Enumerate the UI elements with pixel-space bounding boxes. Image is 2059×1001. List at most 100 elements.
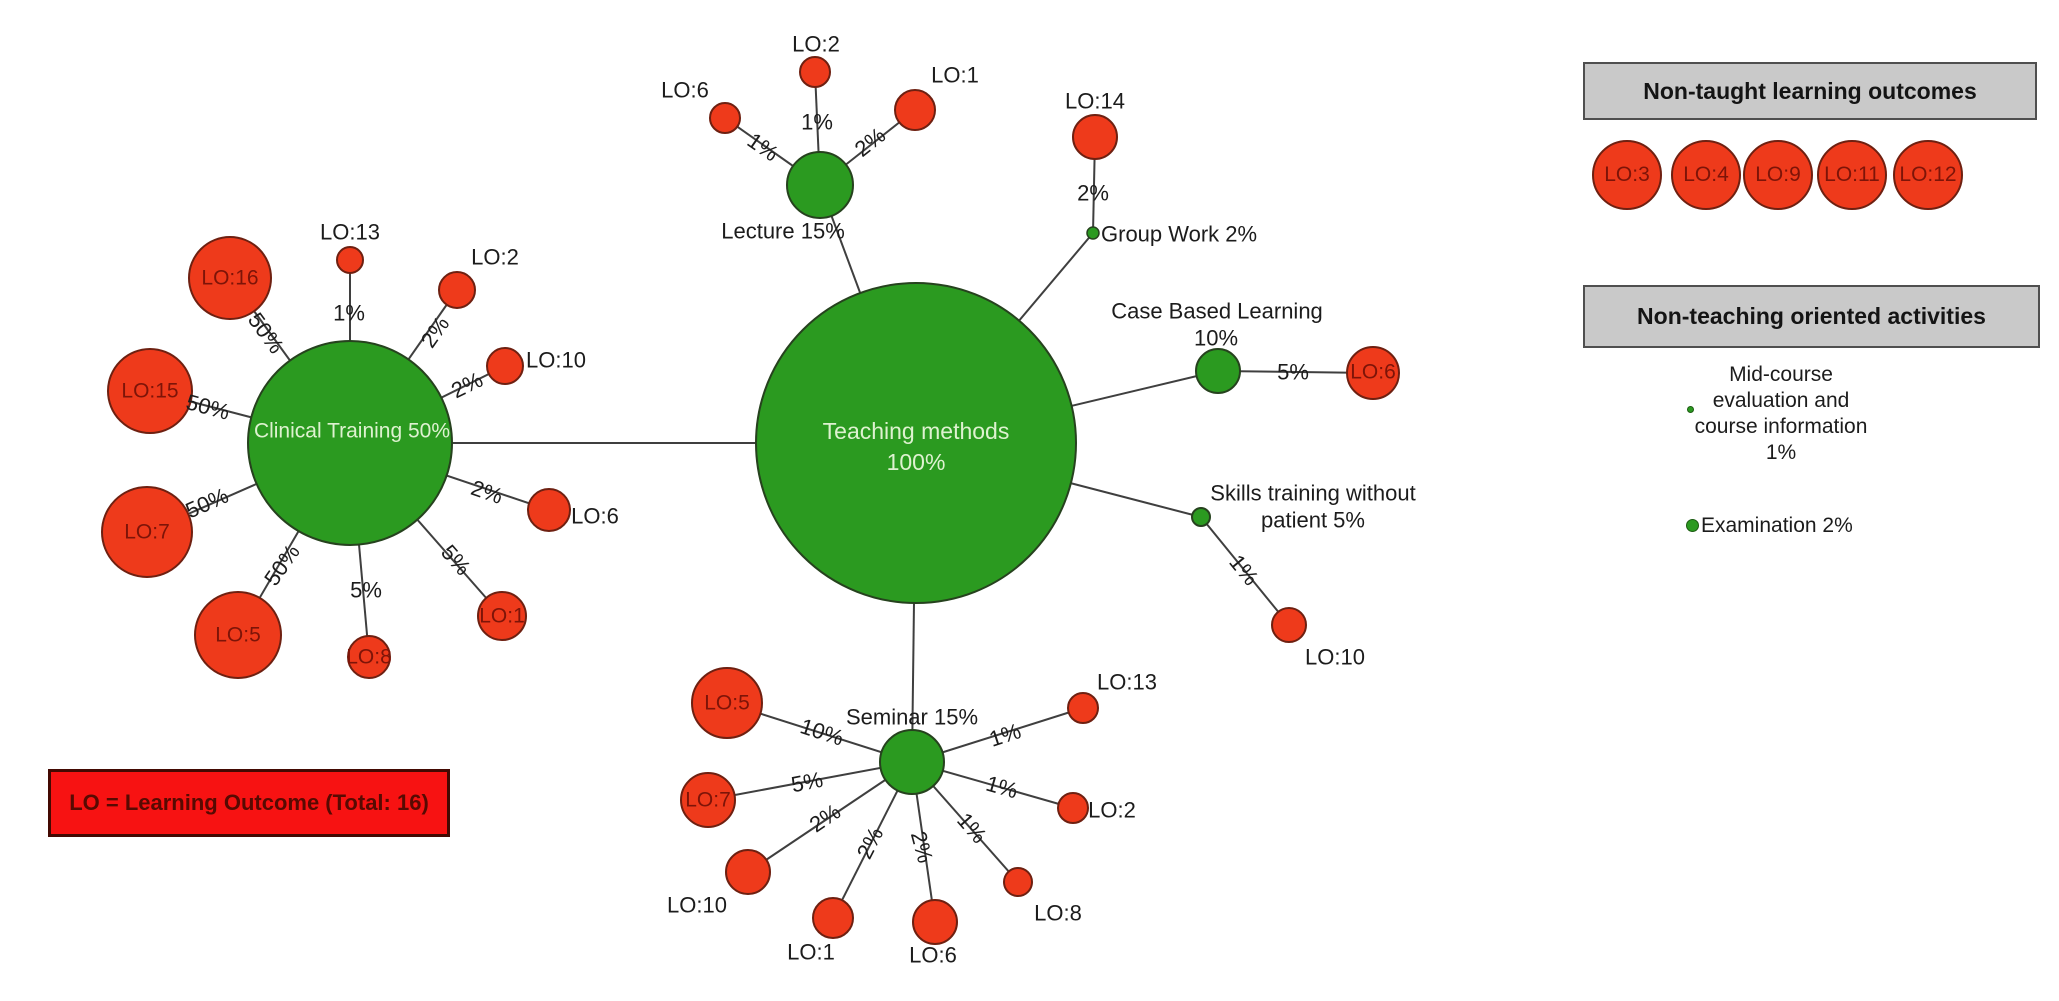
- lecture-lo2-label: LO:2: [792, 32, 840, 57]
- mid-course-dot: [1687, 406, 1694, 413]
- clinical-lo7-label: LO:7: [124, 521, 170, 544]
- node-seminar-lo2: [1057, 792, 1089, 824]
- seminar-lo5-label: LO:5: [704, 692, 750, 715]
- seminar-lo6-label: LO:6: [909, 943, 957, 968]
- pct-label: 2%: [1077, 181, 1109, 206]
- pct-label: 2%: [906, 828, 938, 865]
- node-clinical-lo16: [188, 236, 272, 320]
- node-clinical-lo6: [527, 488, 571, 532]
- non-taught-title: Non-taught learning outcomes: [1643, 77, 1977, 104]
- lecture-lo1-label: LO:1: [931, 63, 979, 88]
- pct-label: 1%: [333, 301, 365, 326]
- clinical-lo15-label: LO:15: [121, 380, 178, 403]
- clinical-lo16-label: LO:16: [201, 267, 258, 290]
- node-case-based-learning: [1195, 348, 1241, 394]
- pct-label: 1%: [801, 110, 833, 135]
- node-seminar-lo7: [680, 772, 736, 828]
- mid-course-activity: Mid-course evaluation and course informa…: [1694, 363, 1868, 464]
- clinical-training-label: Clinical Training 50%: [254, 420, 450, 443]
- clinical-lo13-label: LO:13: [320, 220, 380, 245]
- non-teaching-panel: Non-teaching oriented activities: [1583, 285, 2040, 348]
- node-clinical-lo10: [486, 347, 524, 385]
- cbl-pct: 10%: [1194, 326, 1238, 351]
- pct-label: 5%: [1277, 360, 1309, 385]
- edge: [1200, 516, 1290, 626]
- clinical-lo5-label: LO:5: [215, 624, 261, 647]
- node-seminar: [879, 729, 945, 795]
- node-seminar-lo1: [812, 897, 854, 939]
- node-clinical-lo1: [477, 591, 527, 641]
- lo11-circle: LO:11: [1817, 140, 1887, 210]
- pct-label: 2%: [416, 312, 455, 352]
- pct-label: 1%: [743, 128, 783, 167]
- pct-label: 10%: [797, 713, 847, 750]
- edge: [707, 761, 913, 801]
- seminar-lo13-label: LO:13: [1097, 670, 1157, 695]
- lo9-circle: LO:9: [1743, 140, 1813, 210]
- legend-label: LO = Learning Outcome (Total: 16): [69, 790, 429, 815]
- legend-box: LO = Learning Outcome (Total: 16): [48, 769, 450, 837]
- pct-label: 50%: [183, 389, 232, 425]
- node-cbl-lo6: [1346, 346, 1400, 400]
- node-clinical-lo7: [101, 486, 193, 578]
- pct-label: 5%: [350, 578, 382, 603]
- skills-lo10-label: LO:10: [1305, 645, 1365, 670]
- pct-label: 2%: [468, 475, 506, 509]
- pct-label: 1%: [1224, 550, 1263, 590]
- node-lecture-lo6: [709, 102, 741, 134]
- lo4-circle: LO:4: [1671, 140, 1741, 210]
- pct-label: 5%: [436, 540, 476, 580]
- teaching-methods-label: Teaching methods: [823, 418, 1010, 444]
- node-lecture-lo1: [894, 89, 936, 131]
- node-lecture-lo2: [799, 56, 831, 88]
- pct-label: 5%: [789, 767, 825, 798]
- seminar-lo10-label: LO:10: [667, 893, 727, 918]
- node-seminar-lo8: [1003, 867, 1033, 897]
- node-seminar-lo10: [725, 849, 771, 895]
- node-teaching-methods: [755, 282, 1077, 604]
- node-clinical-training: [247, 340, 453, 546]
- clinical-lo10-label: LO:10: [526, 348, 586, 373]
- pct-label: 2%: [852, 823, 889, 863]
- examination-activity: Examination 2%: [1701, 514, 1853, 537]
- seminar-lo1-label: LO:1: [787, 940, 835, 965]
- examination-dot: [1686, 519, 1699, 532]
- cbl-lo6-label: LO:6: [1350, 361, 1396, 384]
- seminar-label: Seminar 15%: [846, 705, 978, 730]
- pct-label: 2%: [447, 367, 487, 403]
- node-lecture: [786, 151, 854, 219]
- lo12-circle: LO:12: [1893, 140, 1963, 210]
- node-clinical-lo8: [347, 635, 391, 679]
- node-seminar-lo13: [1067, 692, 1099, 724]
- seminar-lo2-label: LO:2: [1088, 798, 1136, 823]
- pct-label: 1%: [983, 771, 1020, 804]
- node-clinical-lo15: [107, 348, 193, 434]
- node-clinical-lo13: [336, 246, 364, 274]
- pct-label: 50%: [182, 483, 232, 524]
- node-skills-lo10: [1271, 607, 1307, 643]
- lecture-label: Lecture 15%: [721, 219, 845, 244]
- clinical-lo6-label: LO:6: [571, 504, 619, 529]
- node-group-work-lo14: [1072, 114, 1118, 160]
- node-clinical-lo5: [194, 591, 282, 679]
- lecture-lo6-label: LO:6: [661, 78, 709, 103]
- clinical-lo2-label: LO:2: [471, 245, 519, 270]
- non-teaching-title: Non-teaching oriented activities: [1637, 303, 1986, 329]
- cbl-label: Case Based Learning: [1111, 299, 1323, 324]
- clinical-lo8-label: LO:8: [346, 646, 392, 669]
- node-group-work-dot: [1086, 226, 1100, 240]
- seminar-lo8-label: LO:8: [1034, 901, 1082, 926]
- node-seminar-lo5: [691, 667, 763, 739]
- pct-label: 1%: [986, 718, 1024, 752]
- clinical-lo1-label: LO:1: [479, 605, 525, 628]
- lo3-circle: LO:3: [1592, 140, 1662, 210]
- teaching-methods-pct: 100%: [887, 449, 946, 475]
- node-skills-training-dot: [1191, 507, 1211, 527]
- node-seminar-lo6: [912, 899, 958, 945]
- skills-label-line2: patient 5%: [1261, 508, 1365, 533]
- non-taught-panel: Non-taught learning outcomes: [1583, 62, 2037, 120]
- pct-label: 2%: [805, 799, 845, 838]
- group-work-label: Group Work 2%: [1101, 222, 1257, 247]
- skills-label-line1: Skills training without: [1210, 481, 1415, 506]
